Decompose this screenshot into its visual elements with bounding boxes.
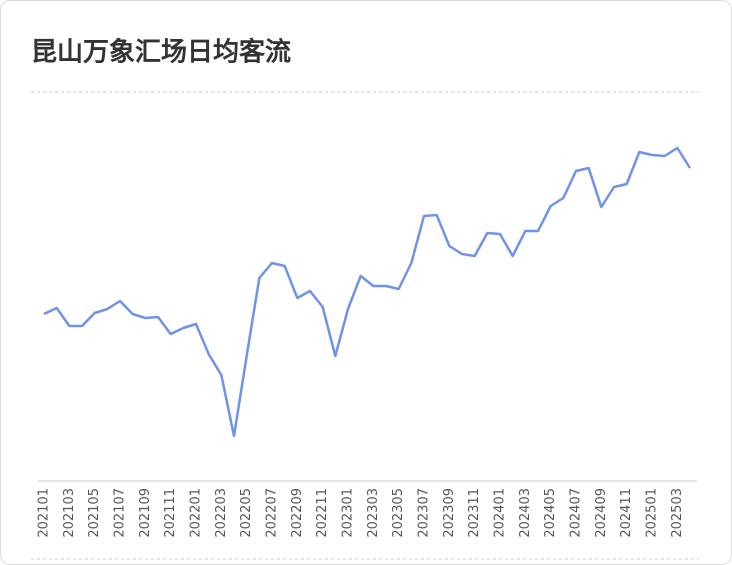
x-tick-label: 202205 — [239, 488, 254, 538]
x-tick-label: 202101 — [37, 488, 52, 538]
x-tick-label: 202501 — [645, 488, 660, 538]
x-tick-label: 202411 — [619, 488, 634, 538]
x-tick-label: 202201 — [189, 488, 204, 538]
x-tick-label: 202409 — [594, 488, 609, 538]
x-tick-label: 202405 — [543, 488, 558, 538]
x-tick-label: 202311 — [467, 488, 482, 538]
chart-title: 昆山万象汇场日均客流 — [31, 37, 291, 68]
x-tick-label: 202109 — [138, 488, 153, 538]
x-tick-label: 202401 — [493, 488, 508, 538]
line — [43, 146, 692, 438]
x-tick-label: 202105 — [87, 488, 102, 538]
x-tick-label: 202305 — [391, 488, 406, 538]
x-tick-label: 202103 — [62, 488, 77, 538]
x-tick-label: 202111 — [163, 488, 178, 538]
x-tick-label: 202209 — [290, 488, 305, 538]
x-tick-label: 202309 — [442, 488, 457, 538]
x-tick-label: 202503 — [670, 488, 685, 538]
x-tick-label: 202303 — [366, 488, 381, 538]
x-tick-label: 202203 — [214, 488, 229, 538]
x-tick-label: 202301 — [341, 488, 356, 538]
x-tick-label: 202211 — [315, 488, 330, 538]
x-tick-label: 202207 — [265, 488, 280, 538]
x-tick-label: 202403 — [518, 488, 533, 538]
x-tick-label: 202307 — [417, 488, 432, 538]
x-tick-label: 202407 — [569, 488, 584, 538]
x-tick-label: 202107 — [113, 488, 128, 538]
